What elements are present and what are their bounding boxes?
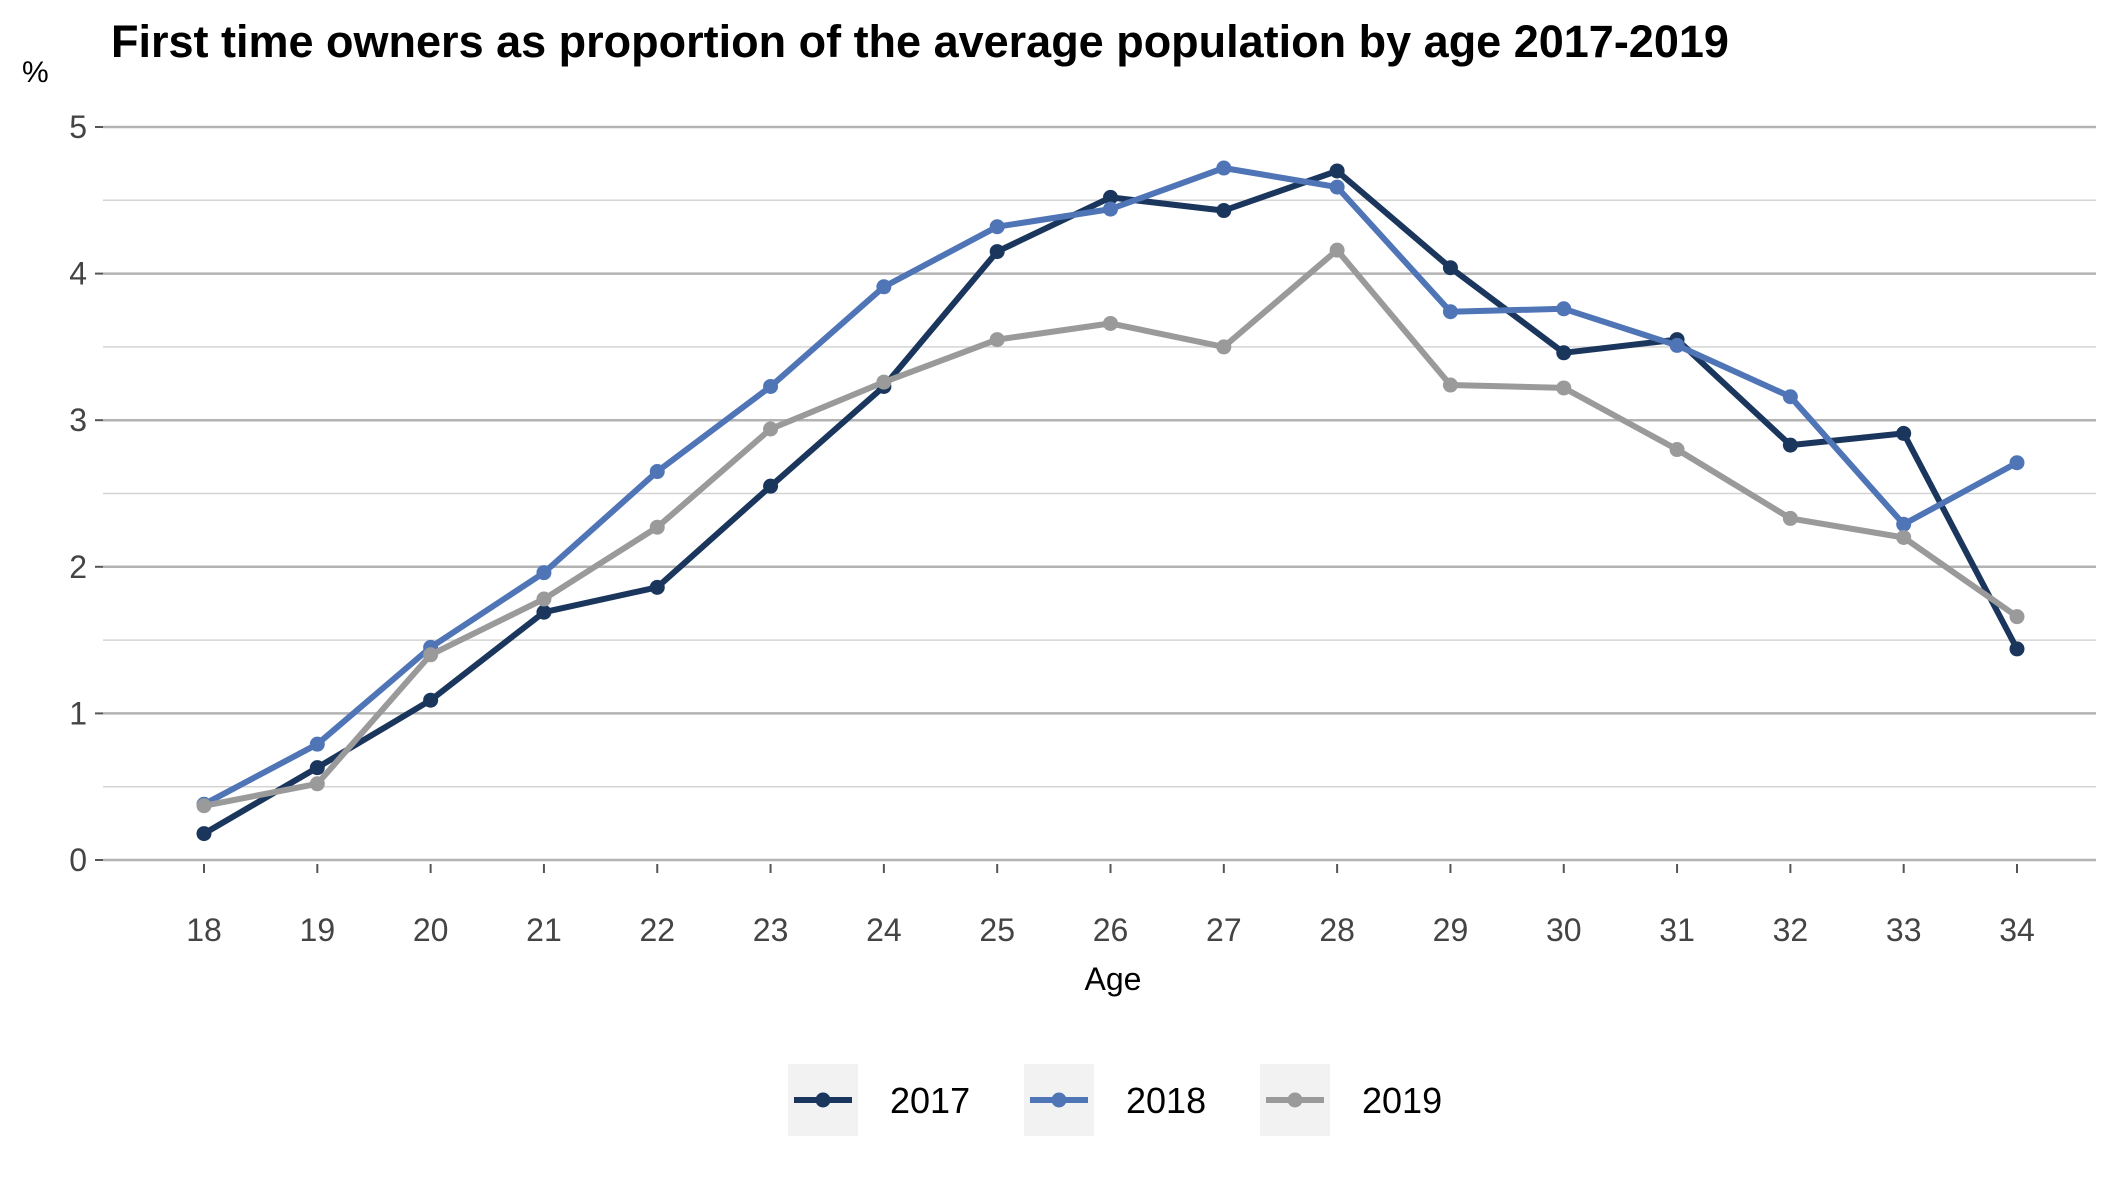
data-point: [309, 736, 325, 752]
data-point: [1782, 389, 1798, 405]
data-point: [1329, 163, 1345, 179]
x-tick-label: 32: [1773, 912, 1809, 948]
legend-key-point: [1287, 1092, 1303, 1108]
data-point: [536, 604, 552, 620]
data-point: [1329, 179, 1345, 195]
x-tick-label: 21: [526, 912, 562, 948]
data-point: [649, 464, 665, 480]
x-tick-label: 24: [866, 912, 902, 948]
x-axis-label: Age: [1085, 961, 1142, 997]
data-point: [989, 219, 1005, 235]
data-point: [763, 478, 779, 494]
data-point: [1329, 242, 1345, 258]
data-point: [1103, 189, 1118, 205]
x-tick-label: 19: [300, 912, 336, 948]
series-2019: [196, 242, 2025, 814]
x-tick-label: 23: [753, 912, 789, 948]
data-point: [1216, 203, 1232, 219]
data-point: [1556, 345, 1572, 361]
x-tick-label: 20: [413, 912, 449, 948]
data-point: [1782, 510, 1798, 526]
series-line-2017: [201, 168, 2020, 837]
data-point: [1556, 301, 1572, 317]
data-point: [876, 279, 892, 295]
data-point: [1556, 380, 1572, 396]
data-point: [989, 244, 1005, 260]
data-point: [1896, 425, 1912, 441]
data-point: [1782, 437, 1798, 453]
y-tick-label: 3: [69, 402, 87, 438]
data-point: [2009, 609, 2025, 625]
x-tick-label: 26: [1093, 912, 1129, 948]
y-axis-unit-label: %: [22, 56, 49, 89]
data-point: [309, 760, 325, 776]
data-point: [649, 519, 665, 535]
data-point: [763, 378, 779, 394]
data-point: [649, 579, 665, 595]
y-axis: 0 1 2 3 4 5: [69, 109, 103, 878]
legend-item-2018: 2018: [1024, 1064, 1206, 1136]
x-tick-label: 34: [1999, 912, 2035, 948]
x-tick-label: 33: [1886, 912, 1922, 948]
y-tick-label: 0: [69, 842, 87, 878]
y-tick-label: 4: [69, 256, 87, 292]
data-point: [2009, 455, 2025, 471]
data-point: [989, 332, 1005, 348]
y-tick-label: 5: [69, 109, 87, 145]
series-lines: [196, 160, 2025, 842]
chart-title: First time owners as proportion of the a…: [111, 16, 1729, 67]
x-tick-label: 25: [979, 912, 1015, 948]
x-tick-label: 30: [1546, 912, 1582, 948]
data-point: [1896, 516, 1912, 532]
data-point: [1216, 339, 1232, 355]
x-tick-label: 18: [186, 912, 222, 948]
data-point: [1442, 304, 1458, 320]
x-tick-label: 29: [1433, 912, 1469, 948]
legend-label: 2018: [1126, 1080, 1206, 1121]
data-point: [1896, 529, 1912, 545]
data-point: [2009, 641, 2025, 657]
data-point: [1442, 377, 1458, 393]
data-point: [1103, 201, 1118, 217]
legend-key-point: [1051, 1092, 1067, 1108]
x-tick-label: 28: [1319, 912, 1355, 948]
y-tick-label: 2: [69, 549, 87, 585]
legend-item-2019: 2019: [1260, 1064, 1442, 1136]
legend-label: 2017: [890, 1080, 970, 1121]
data-point: [1669, 442, 1685, 458]
x-tick-label: 31: [1659, 912, 1695, 948]
data-point: [1442, 260, 1458, 276]
data-point: [309, 776, 325, 792]
series-2017: [196, 163, 2025, 842]
legend-key-point: [815, 1092, 831, 1108]
x-axis: 18 19 20 21 22 23 24 25 26 27 28 29 30 31 32 33 34: [186, 864, 2035, 948]
data-point: [763, 421, 779, 437]
data-point: [876, 374, 892, 390]
data-point: [1216, 160, 1232, 176]
y-tick-label: 1: [69, 695, 87, 731]
data-point: [423, 692, 439, 708]
data-point: [536, 591, 552, 607]
series-line-2018: [201, 165, 2020, 808]
data-point: [196, 826, 212, 842]
legend-label: 2019: [1362, 1080, 1442, 1121]
data-point: [196, 798, 212, 814]
gridlines: [103, 125, 2096, 862]
x-tick-label: 22: [639, 912, 675, 948]
legend-item-2017: 2017: [788, 1064, 970, 1136]
data-point: [1669, 337, 1685, 353]
data-point: [536, 565, 552, 581]
data-point: [1103, 315, 1118, 331]
x-tick-label: 27: [1206, 912, 1242, 948]
data-point: [423, 647, 439, 663]
legend: 2017 2018 2019: [788, 1064, 1442, 1136]
series-line-2019: [201, 247, 2020, 809]
